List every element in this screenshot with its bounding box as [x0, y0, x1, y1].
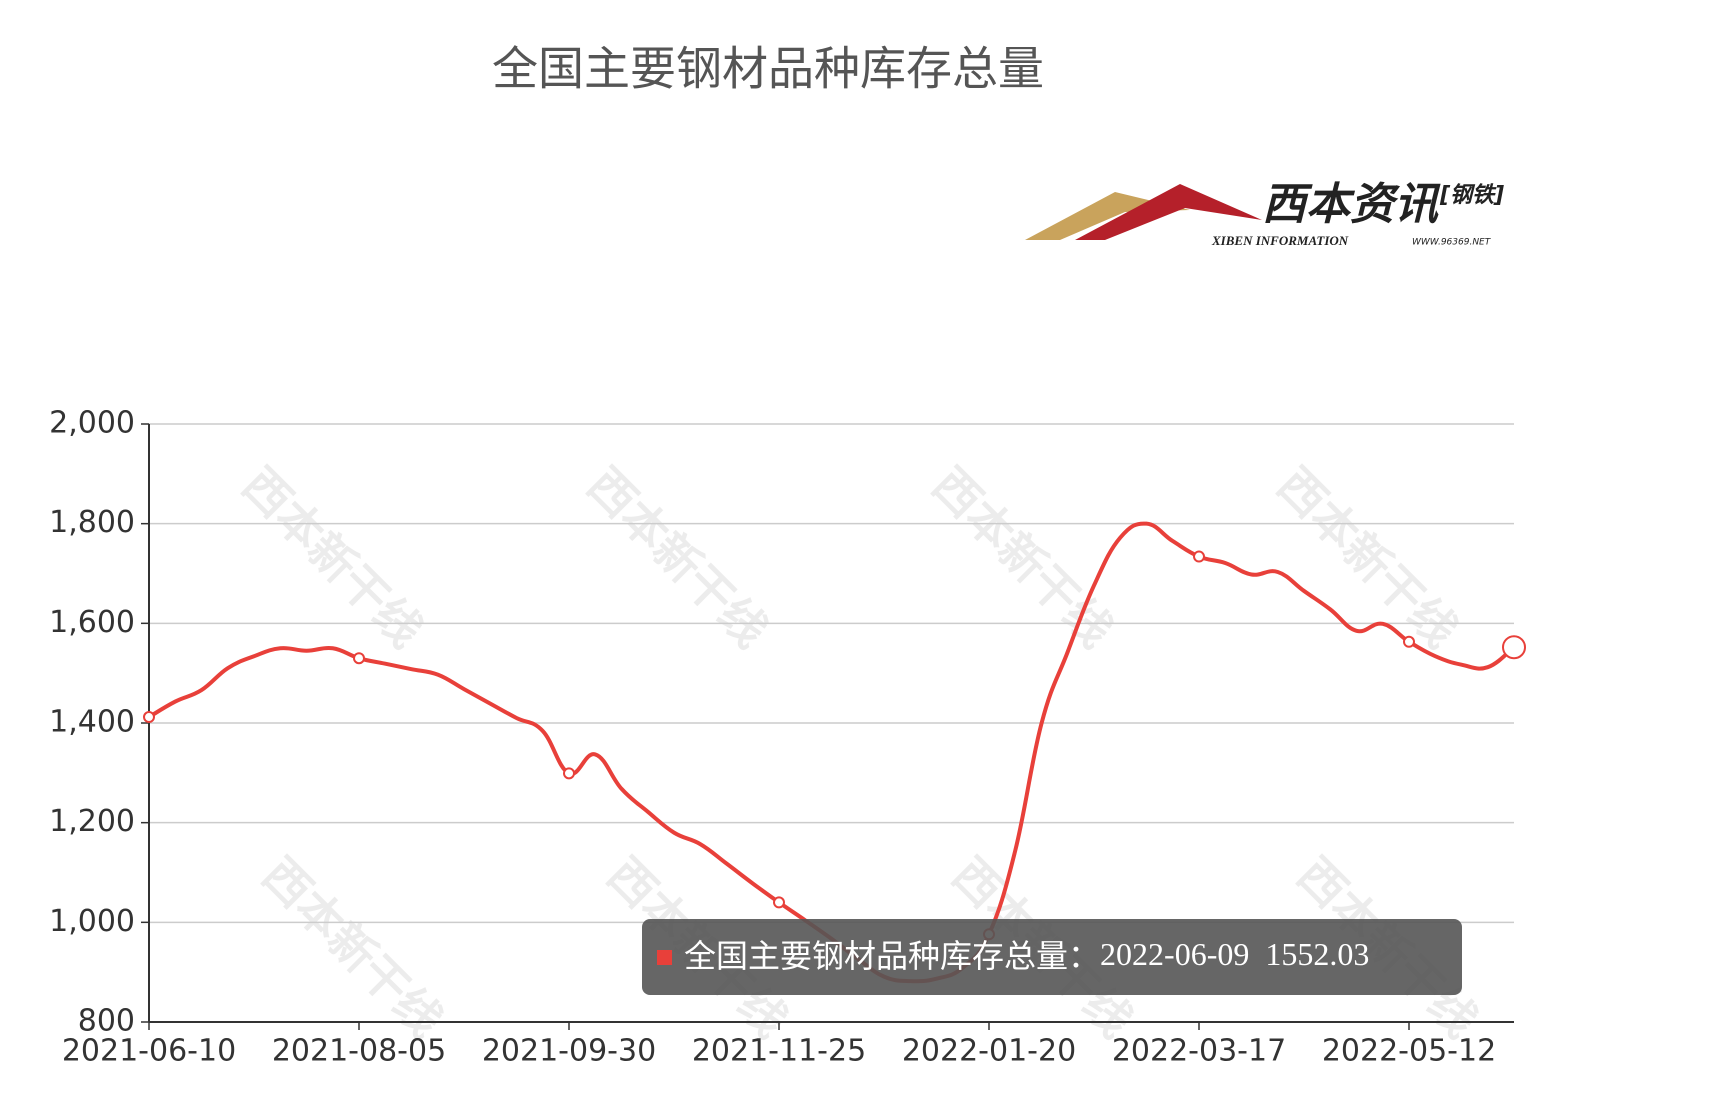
- y-tick-label: 1,800: [49, 505, 135, 540]
- x-tick-label: 2021-08-05: [272, 1034, 446, 1069]
- x-tick-label: 2021-11-25: [692, 1034, 866, 1069]
- tooltip-box: [642, 919, 1462, 995]
- logo-tag: [钢铁]: [1439, 183, 1504, 208]
- point: [143, 711, 155, 724]
- point: [1502, 635, 1526, 660]
- x-tick-label: 2022-03-17: [1112, 1034, 1286, 1069]
- y-tick-label: 1,200: [49, 804, 135, 839]
- chart-title: 全国主要钢材品种库存总量: [492, 42, 1044, 96]
- x-tick-label: 2021-06-10: [62, 1034, 236, 1069]
- y-tick-label: 800: [78, 1004, 135, 1039]
- watermark: 西本新干线: [232, 457, 433, 658]
- point: [773, 896, 785, 909]
- x-tick-label: 2022-05-12: [1322, 1034, 1496, 1069]
- point: [1403, 635, 1415, 648]
- tooltip-part: 1552.03: [1265, 936, 1369, 972]
- y-tick-label: 1,000: [49, 904, 135, 939]
- tooltip-text: 全国主要钢材品种库存总量：2022-06-09 1552.03: [684, 936, 1369, 975]
- logo: 西本资讯 [钢铁] XIBEN INFORMATION WWW.96369.NE…: [1025, 179, 1504, 248]
- tooltip-part: 2022-06-09: [1100, 936, 1249, 972]
- logo-url: WWW.96369.NET: [1412, 238, 1492, 248]
- point: [353, 652, 365, 665]
- x-tick-label: 2022-01-20: [902, 1034, 1076, 1069]
- logo-english: XIBEN INFORMATION: [1211, 233, 1349, 248]
- point: [563, 767, 575, 780]
- y-tick-label: 2,000: [49, 406, 135, 441]
- y-tick-label: 1,400: [49, 705, 135, 740]
- watermark: 西本新干线: [577, 457, 778, 658]
- x-tick-label: 2021-09-30: [482, 1034, 656, 1069]
- y-tick-label: 1,600: [49, 605, 135, 640]
- point: [1193, 550, 1205, 563]
- watermark: 西本新干线: [252, 847, 453, 1048]
- tooltip-part: 全国主要钢材品种库存总量: [684, 937, 1068, 975]
- watermark: 西本新干线: [922, 457, 1123, 658]
- tooltip-swatch: [657, 950, 672, 965]
- logo-name: 西本资讯: [1262, 179, 1441, 230]
- logo-mountain: [1075, 184, 1262, 240]
- tooltip-part: ：: [1068, 937, 1100, 975]
